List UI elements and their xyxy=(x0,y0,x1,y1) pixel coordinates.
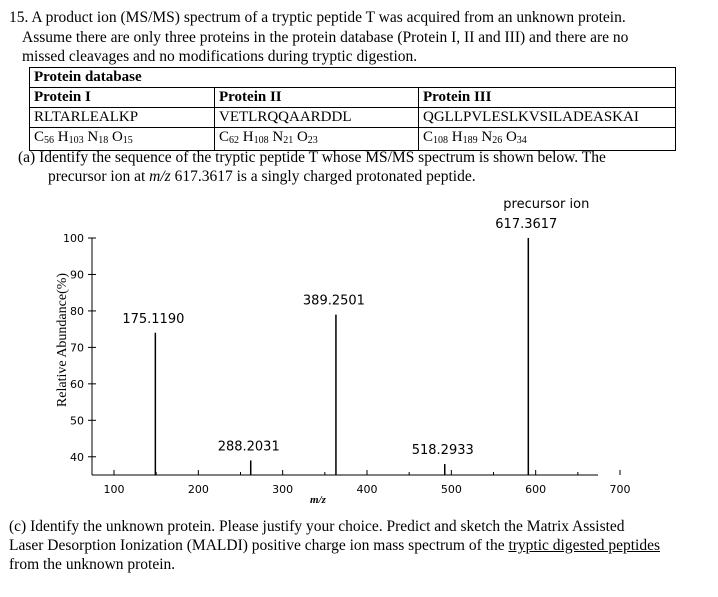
part-c-line-3: from the unknown protein. xyxy=(9,556,176,573)
protein-2-name: Protein II xyxy=(214,87,419,108)
y-tick-label: 60 xyxy=(70,378,84,391)
formula-element: N21 xyxy=(272,129,294,146)
y-tick-label: 90 xyxy=(70,268,84,281)
formula-element: C62 xyxy=(219,129,240,146)
protein-2-formula: C62 H108 N21 O23 xyxy=(214,127,419,151)
protein-3-name: Protein III xyxy=(418,87,676,108)
part-c-line-2: Laser Desorption Ionization (MALDI) posi… xyxy=(9,537,660,554)
chart-peaks xyxy=(154,238,530,475)
question-line-1: 15. A product ion (MS/MS) spectrum of a … xyxy=(9,9,626,26)
formula-element: N26 xyxy=(481,129,503,146)
peak-label: 518.2933 xyxy=(412,443,474,458)
protein-1-sequence: RLTARLEALKP xyxy=(29,107,215,128)
formula-element: O15 xyxy=(111,129,133,146)
question-line-3: missed cleavages and no modifications du… xyxy=(22,48,418,65)
y-tick-label: 40 xyxy=(70,451,84,464)
protein-2-sequence: VETLRQQAARDDL xyxy=(214,107,419,128)
chart-labels: m/z Relative Abundance(%) 175.1190 288.2031… xyxy=(55,197,589,506)
x-tick-label: 100 xyxy=(104,483,125,496)
x-tick-label: 300 xyxy=(272,483,293,496)
protein-1-name: Protein I xyxy=(29,87,215,108)
ms-ms-spectrum-chart: 100 200 300 400 500 600 700 40 50 60 70 80 90 100 m/z… xyxy=(55,197,631,506)
y-tick-label: 100 xyxy=(63,232,84,245)
x-tick-label: 500 xyxy=(441,483,462,496)
peak-label: 175.1190 xyxy=(122,312,184,327)
y-axis-label: Relative Abundance(%) xyxy=(55,273,70,407)
protein-1-formula: C56 H103 N18 O15 xyxy=(29,127,215,151)
formula-element: H108 xyxy=(242,129,269,146)
x-tick-label: 600 xyxy=(525,483,546,496)
y-tick-label: 70 xyxy=(70,341,84,354)
x-tick-label: 200 xyxy=(188,483,209,496)
database-title: Protein database xyxy=(29,67,676,88)
y-tick-label: 50 xyxy=(70,414,84,427)
formula-element: N18 xyxy=(87,129,109,146)
formula-element: H189 xyxy=(451,129,478,146)
tryptic-peptides-underlined: tryptic digested peptides xyxy=(508,537,660,554)
x-tick-label: 700 xyxy=(610,483,631,496)
peak-label: 389.2501 xyxy=(303,294,365,309)
y-tick-label: 80 xyxy=(70,305,84,318)
mz-italic: m/z xyxy=(149,168,171,185)
part-c-line-1: (c) Identify the unknown protein. Please… xyxy=(9,518,625,535)
formula-element: C108 xyxy=(423,129,449,146)
formula-element: O34 xyxy=(505,129,527,146)
question-line-2: Assume there are only three proteins in … xyxy=(22,29,629,46)
protein-3-sequence: QGLLPVLESLKVSILADEASKAI xyxy=(418,107,676,128)
formula-element: C56 xyxy=(34,129,55,146)
x-axis-label: m/z xyxy=(310,494,327,506)
peak-label: 617.3617 xyxy=(495,217,557,232)
peak-label: 288.2031 xyxy=(218,439,280,454)
precursor-ion-annotation: precursor ion xyxy=(503,197,589,212)
part-a-line-1: (a) Identify the sequence of the tryptic… xyxy=(18,149,606,166)
protein-3-formula: C108 H189 N26 O34 xyxy=(418,127,676,151)
part-a-line-2: precursor ion at m/z 617.3617 is a singl… xyxy=(48,168,476,185)
chart-axes: 100 200 300 400 500 600 700 40 50 60 70 80 90 100 xyxy=(63,232,631,496)
protein-database-table: Protein database Protein I Protein II Pr… xyxy=(29,67,676,151)
x-tick-label: 400 xyxy=(357,483,378,496)
formula-element: H103 xyxy=(57,129,84,146)
formula-element: O23 xyxy=(296,129,318,146)
